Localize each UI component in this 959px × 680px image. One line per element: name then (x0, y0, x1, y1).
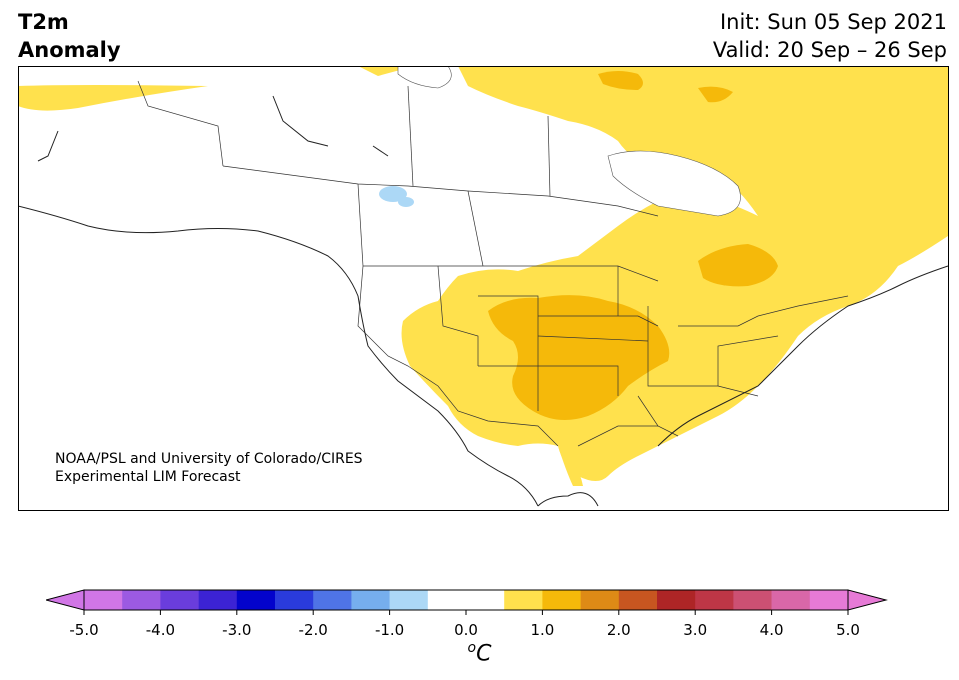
colorbar-tick-label: 4.0 (760, 621, 784, 639)
colorbar-segment (733, 590, 772, 610)
colorbar-segment (618, 590, 658, 610)
credit-line2: Experimental LIM Forecast (55, 469, 241, 485)
colorbar-extend-high (847, 589, 888, 611)
title-anomaly: Anomaly (18, 38, 121, 62)
colorbar-segment (198, 590, 238, 610)
colorbar-segment (504, 590, 543, 610)
colorbar-tick-label: 0.0 (454, 621, 478, 639)
colorbar-segment (122, 590, 161, 610)
colorbar-segment (389, 590, 429, 610)
anomaly-cool (379, 186, 407, 202)
unit-degree: o (467, 640, 477, 656)
colorbar-tick-label: 1.0 (530, 621, 554, 639)
credit-line1: NOAA/PSL and University of Colorado/CIRE… (55, 451, 363, 467)
colorbar-unit: oC (0, 640, 959, 666)
colorbar-extend-low (46, 589, 85, 611)
colorbar-segment (313, 590, 352, 610)
init-date: Init: Sun 05 Sep 2021 (719, 10, 947, 34)
colorbar-ticks: -5.0 -4.0 -3.0 -2.0 -1.0 0.0 1.0 2.0 3.0 4.0 5.0 (69, 610, 860, 639)
forecast-dates: Init: Sun 05 Sep 2021 Valid: 20 Sep – 26… (713, 8, 947, 64)
coastlines (18, 95, 949, 507)
unit-celsius: C (476, 641, 492, 667)
borders (137, 80, 849, 447)
colorbar-tick-label: -5.0 (69, 621, 98, 639)
colorbar-segment (427, 590, 467, 610)
colorbar-tick-label: 2.0 (607, 621, 631, 639)
colorbar-tick-label: -3.0 (222, 621, 251, 639)
colorbar-tick-label: -4.0 (146, 621, 175, 639)
colorbar-segments (84, 590, 849, 610)
title-variable: T2m (18, 10, 69, 34)
valid-range: Valid: 20 Sep – 26 Sep (712, 38, 947, 62)
anomaly-map (18, 66, 949, 511)
colorbar-segment (657, 590, 696, 610)
colorbar-segment (771, 590, 811, 610)
colorbar: -5.0 -4.0 -3.0 -2.0 -1.0 0.0 1.0 2.0 3.0 4.0 5.0 (46, 589, 888, 639)
map-title: T2m Anomaly (18, 8, 121, 64)
colorbar-segment (542, 590, 581, 610)
colorbar-segment (160, 590, 199, 610)
anomaly-moderate-warm (488, 71, 778, 420)
colorbar-segment (236, 590, 276, 610)
colorbar-segment (466, 590, 505, 610)
colorbar-tick-label: -1.0 (375, 621, 404, 639)
colorbar-segment (695, 590, 734, 610)
colorbar-segment (809, 590, 849, 610)
colorbar-segment (275, 590, 314, 610)
colorbar-segment (84, 590, 123, 610)
colorbar-tick-label: 3.0 (683, 621, 707, 639)
colorbar-tick-label: -2.0 (299, 621, 328, 639)
colorbar-segment (580, 590, 620, 610)
colorbar-segment (351, 590, 390, 610)
colorbar-tick-label: 5.0 (836, 621, 860, 639)
credit-text: NOAA/PSL and University of Colorado/CIRE… (55, 450, 363, 486)
